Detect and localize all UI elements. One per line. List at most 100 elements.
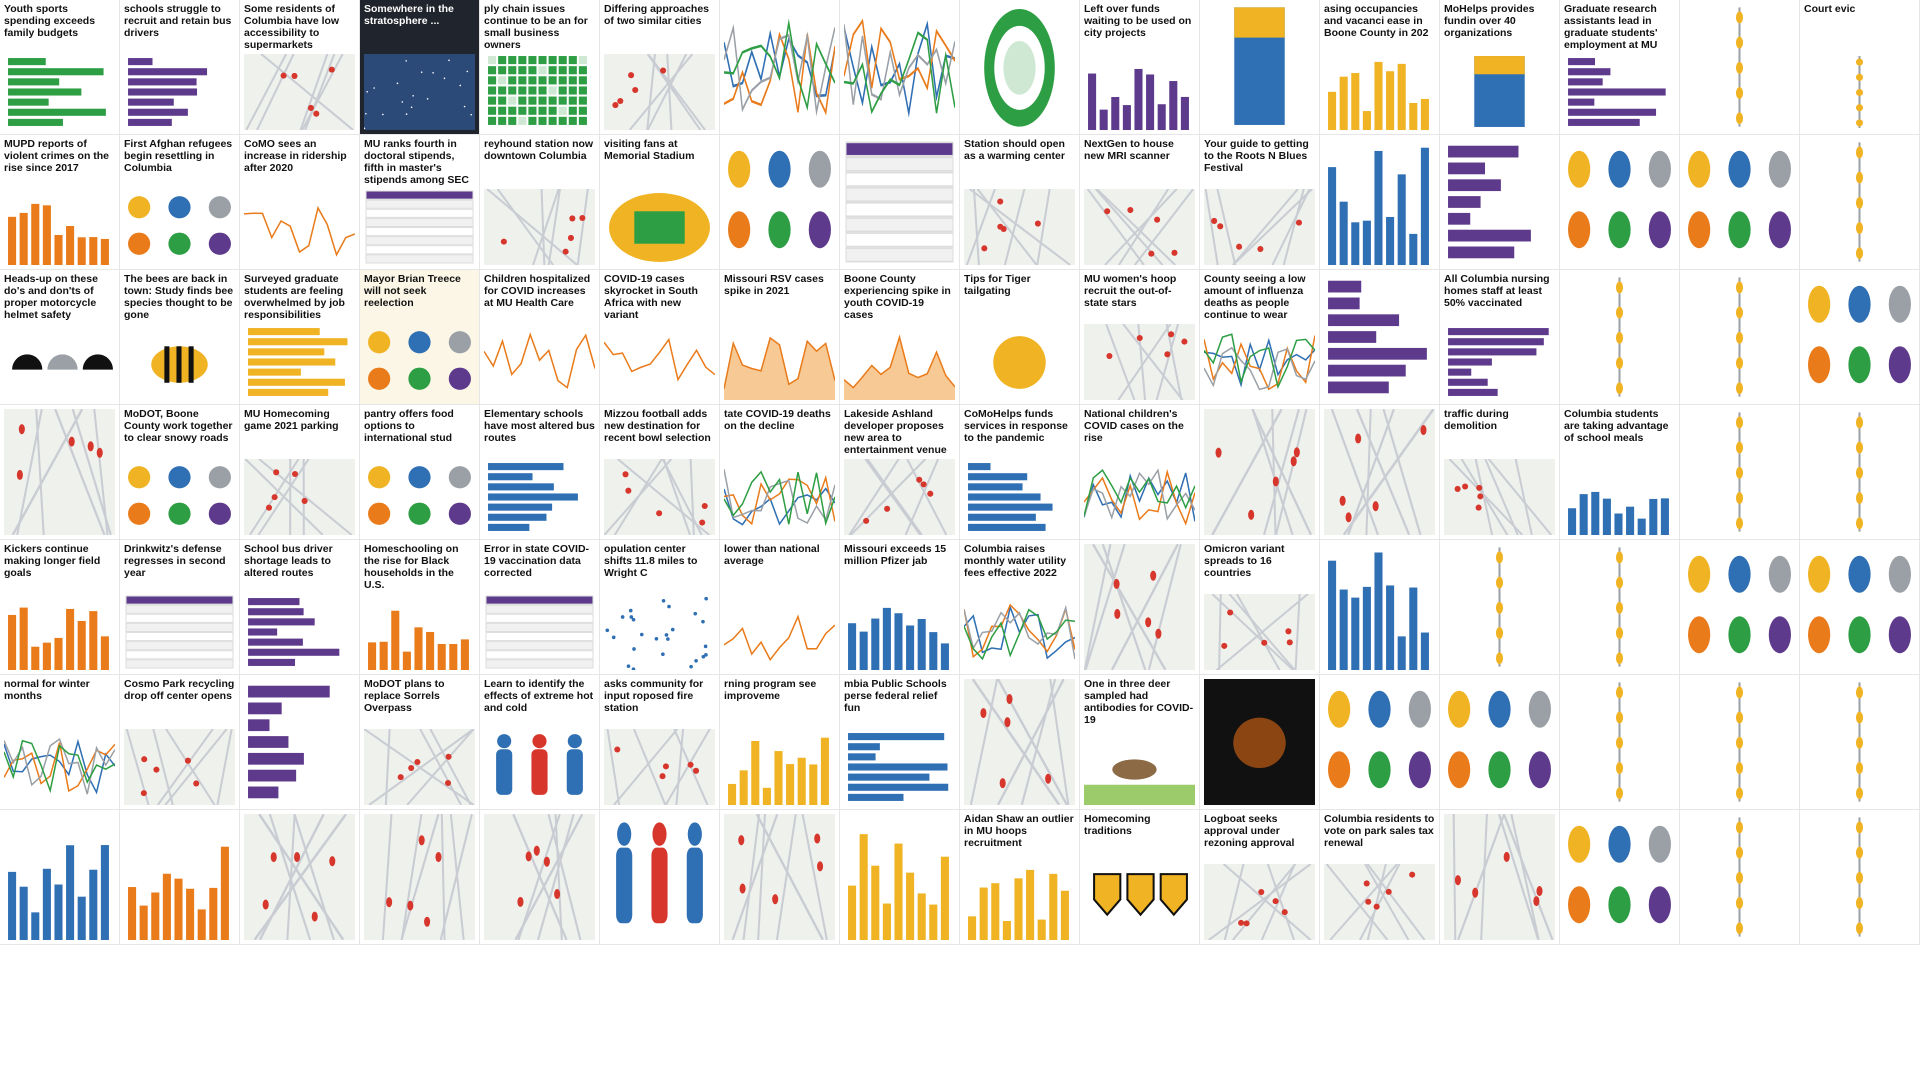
scatter-point (701, 619, 705, 624)
map-road (1480, 814, 1488, 940)
waffle-cell (498, 116, 507, 125)
tile-graphic (1444, 54, 1555, 130)
table-row (125, 650, 234, 660)
map-road (1382, 409, 1422, 535)
waffle-cell (488, 56, 497, 65)
infographic-tile (1200, 405, 1320, 540)
tile-graphic (1444, 324, 1555, 400)
infographic-tile: Omicron variant spreads to 16 countries (1200, 540, 1320, 675)
map-road (1366, 864, 1387, 940)
timeline-dot (1735, 922, 1744, 935)
map-marker (1420, 425, 1427, 436)
tile-graphic (844, 814, 955, 940)
waffle-cell (578, 56, 587, 65)
table-row (845, 171, 954, 187)
map-marker (814, 833, 821, 844)
pictogram-icon (1608, 211, 1631, 249)
tile-svg (604, 729, 715, 805)
table-row (485, 622, 594, 632)
table-row (845, 202, 954, 218)
map-road (1101, 544, 1147, 670)
map-road (1487, 459, 1552, 535)
area-mark (844, 337, 955, 400)
tile-headline: School bus driver shortage leads to alte… (244, 543, 333, 579)
table-row (125, 659, 234, 669)
infographic-tile: Some residents of Columbia have low acce… (240, 0, 360, 135)
bar-mark (1409, 233, 1418, 265)
timeline-dot (1495, 652, 1504, 665)
tile-svg (1735, 682, 1744, 802)
bar-mark (19, 212, 28, 265)
bar-mark (1328, 331, 1377, 343)
map-marker (265, 504, 273, 511)
pictogram-icon (1608, 886, 1631, 924)
tile-graphic (1564, 54, 1675, 130)
timeline-dot (1735, 87, 1744, 99)
waffle-cell (568, 96, 577, 105)
map-marker (1155, 628, 1162, 639)
map-marker (1281, 909, 1288, 916)
waffle-cell (558, 76, 567, 85)
map-road (1460, 459, 1509, 535)
pictogram-icon (168, 466, 191, 489)
map-marker (1363, 880, 1370, 887)
tile-svg (128, 196, 231, 255)
tile-graphic (1564, 274, 1675, 400)
map-road (260, 54, 354, 130)
helmet-icon (47, 354, 78, 370)
tile-svg (1204, 679, 1315, 805)
pictogram-icon (1608, 825, 1631, 863)
tile-headline: Kickers continue making longer field goa… (4, 543, 101, 579)
figure-body (496, 749, 513, 795)
map-marker (1248, 509, 1255, 520)
map-road (1364, 864, 1410, 940)
timeline-dot (1855, 787, 1864, 800)
tile-svg (1855, 682, 1864, 802)
timeline-dot (1855, 466, 1864, 479)
scatter-point (704, 596, 708, 601)
waffle-cell (538, 56, 547, 65)
scatter-point (620, 615, 625, 619)
tile-svg (1234, 7, 1285, 125)
timeline-dot (1615, 306, 1624, 319)
tile-svg (364, 729, 475, 805)
line-mark (844, 18, 955, 91)
tile-graphic (1324, 139, 1435, 265)
bar-mark (209, 887, 218, 940)
tile-svg (1448, 328, 1549, 396)
waffle-cell (568, 106, 577, 115)
map-road (969, 189, 1071, 265)
map-marker (1221, 642, 1228, 649)
tile-headline: schools struggle to recruit and retain b… (124, 3, 232, 39)
table-row (365, 217, 474, 227)
map-marker (68, 436, 75, 447)
bar-mark (1328, 91, 1337, 130)
bar-mark (774, 751, 783, 805)
map-road (576, 189, 589, 265)
bar-mark (42, 642, 51, 670)
map-marker (656, 510, 663, 517)
tile-headline: MoDOT plans to replace Sorrels Overpass (364, 678, 445, 714)
bar-mark (809, 764, 818, 805)
pictogram-icon (1328, 690, 1351, 728)
pictogram-icon (1328, 751, 1351, 789)
map-marker (444, 779, 452, 787)
tile-graphic (1804, 274, 1915, 400)
pictogram-icon (448, 331, 471, 354)
map-road (1155, 324, 1180, 400)
map-road (364, 729, 475, 805)
map-marker (525, 851, 532, 862)
map-road (1223, 864, 1245, 940)
map-marker (660, 67, 667, 74)
bar-mark (1448, 162, 1486, 175)
waffle-cell (538, 86, 547, 95)
infographic-tile (480, 810, 600, 945)
figure-head (652, 822, 667, 846)
bar-mark (368, 642, 377, 670)
map-marker (280, 72, 287, 79)
map-road (449, 814, 465, 940)
map-marker (701, 502, 708, 510)
bar-mark (100, 238, 109, 265)
pictogram-icon (1648, 886, 1671, 924)
map-marker (418, 835, 425, 846)
